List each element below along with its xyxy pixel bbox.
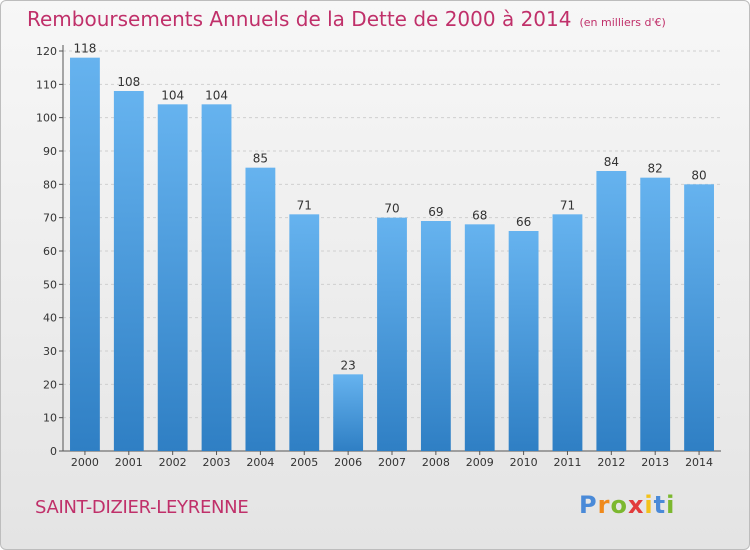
chart-title-text: Remboursements Annuels de la Dette de 20… — [27, 7, 572, 31]
y-tick-label: 60 — [43, 245, 57, 258]
x-tick-label: 2001 — [115, 456, 143, 469]
data-label: 23 — [340, 358, 355, 372]
data-label: 80 — [691, 168, 706, 182]
bar — [508, 231, 539, 451]
x-tick-label: 2004 — [246, 456, 274, 469]
bar — [70, 57, 100, 452]
data-label: 69 — [428, 205, 443, 219]
y-tick-label: 10 — [43, 412, 57, 425]
data-label: 118 — [73, 42, 96, 56]
data-label: 70 — [384, 202, 399, 216]
data-label: 104 — [205, 88, 228, 102]
town-name: SAINT-DIZIER-LEYRENNE — [35, 497, 249, 518]
bar — [596, 171, 627, 451]
y-tick-label: 0 — [50, 445, 57, 458]
bar — [684, 184, 714, 452]
data-label: 71 — [297, 198, 312, 212]
y-tick-label: 40 — [43, 312, 57, 325]
x-tick-label: 2007 — [378, 456, 406, 469]
x-tick-label: 2009 — [466, 456, 494, 469]
data-label: 108 — [117, 75, 140, 89]
bar — [333, 374, 364, 451]
y-tick-label: 120 — [36, 45, 57, 58]
x-tick-label: 2011 — [553, 456, 581, 469]
y-tick-label: 50 — [43, 278, 57, 291]
data-label: 84 — [604, 155, 619, 169]
y-tick-label: 100 — [36, 112, 57, 125]
y-tick-label: 110 — [36, 78, 57, 91]
bar — [245, 167, 276, 451]
bar — [377, 217, 407, 451]
proxiti-logo: Proxiti — [579, 491, 676, 519]
x-tick-label: 2000 — [71, 456, 99, 469]
y-tick-label: 70 — [43, 212, 57, 225]
chart-title: Remboursements Annuels de la Dette de 20… — [27, 7, 666, 31]
bar — [201, 104, 232, 451]
x-tick-label: 2008 — [422, 456, 450, 469]
data-label: 66 — [516, 215, 531, 229]
x-tick-label: 2006 — [334, 456, 362, 469]
y-tick-label: 20 — [43, 378, 57, 391]
bar — [113, 91, 144, 451]
x-tick-label: 2014 — [685, 456, 713, 469]
bar — [289, 214, 320, 451]
x-tick-label: 2002 — [159, 456, 187, 469]
chart-unit: (en milliers d'€) — [579, 16, 666, 29]
y-tick-label: 80 — [43, 178, 57, 191]
data-label: 104 — [161, 88, 184, 102]
x-tick-label: 2003 — [203, 456, 231, 469]
x-tick-label: 2013 — [641, 456, 669, 469]
y-tick-label: 30 — [43, 345, 57, 358]
bar — [464, 224, 495, 451]
data-label: 85 — [253, 152, 268, 166]
bar — [420, 221, 451, 451]
x-tick-label: 2012 — [597, 456, 625, 469]
data-label: 71 — [560, 198, 575, 212]
data-label: 82 — [648, 162, 663, 176]
bar — [157, 104, 188, 451]
y-tick-label: 90 — [43, 145, 57, 158]
x-tick-label: 2010 — [510, 456, 538, 469]
bar — [640, 177, 671, 451]
bar — [552, 214, 583, 451]
data-label: 68 — [472, 208, 487, 222]
x-tick-label: 2005 — [290, 456, 318, 469]
